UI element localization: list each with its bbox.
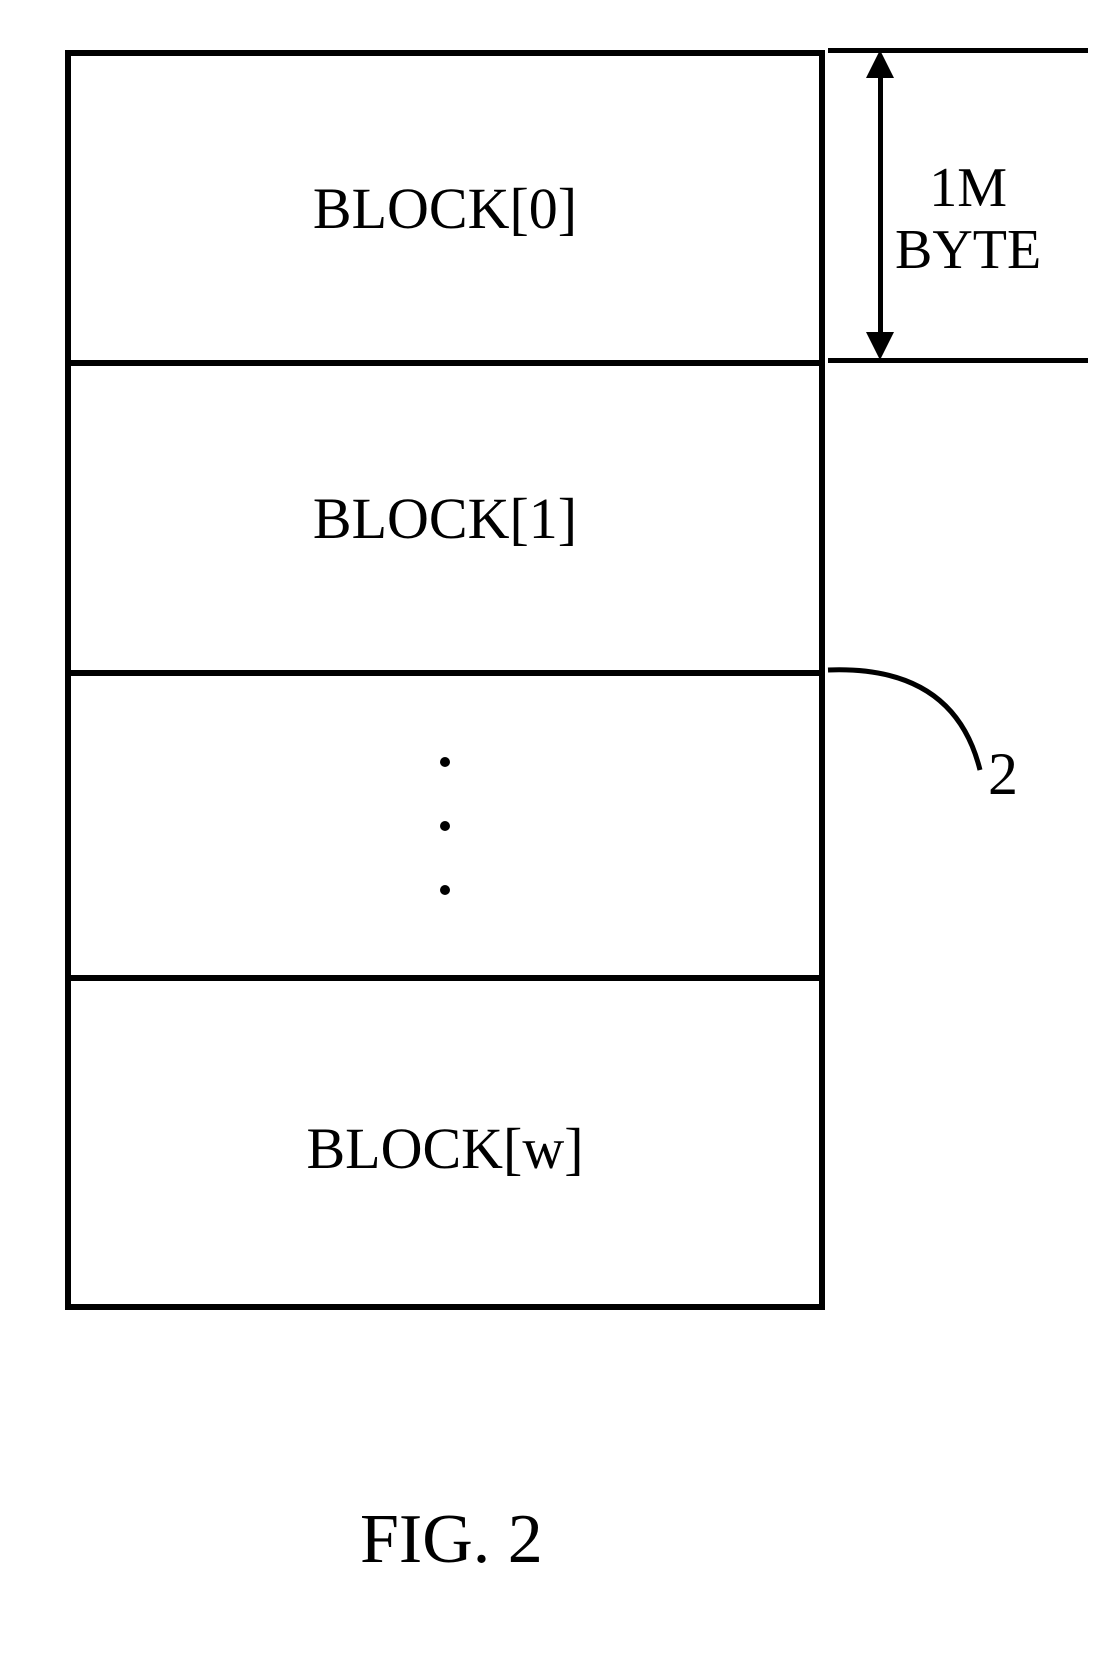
reference-label: 2 — [988, 740, 1018, 809]
reference-leader-icon — [0, 0, 1093, 1667]
page: BLOCK[0]BLOCK[1]BLOCK[w] 1MBYTE 2 FIG. 2 — [0, 0, 1093, 1667]
figure-caption: FIG. 2 — [360, 1500, 543, 1580]
